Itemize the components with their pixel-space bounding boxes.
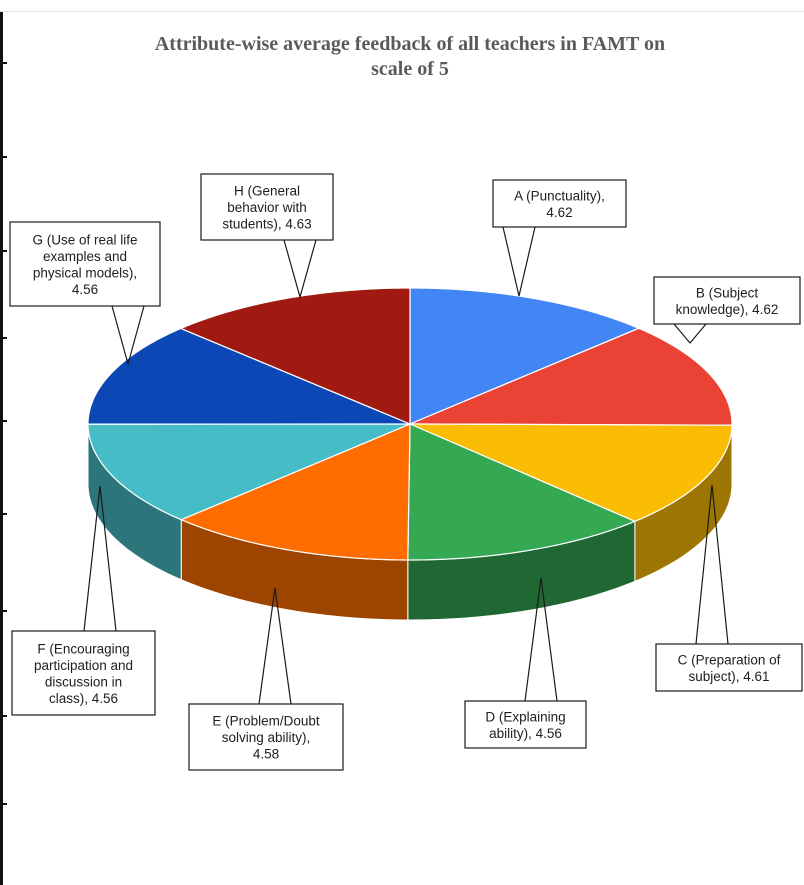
label-text: D (Explaining bbox=[485, 709, 565, 724]
chart-title-line: scale of 5 bbox=[371, 58, 449, 80]
chart-title-line: Attribute-wise average feedback of all t… bbox=[154, 33, 666, 55]
label-text: knowledge), 4.62 bbox=[676, 302, 779, 317]
label-text: H (General bbox=[234, 184, 300, 199]
data-label-f: F (Encouraging participation anddiscussio… bbox=[11, 485, 156, 716]
leader-line bbox=[83, 485, 117, 632]
slice-d bbox=[407, 423, 637, 561]
label-text: 4.62 bbox=[546, 205, 572, 220]
label-text: discussion in bbox=[45, 674, 122, 689]
label-box bbox=[200, 173, 334, 241]
label-text: 4.56 bbox=[72, 282, 98, 297]
label-text: class), 4.56 bbox=[49, 691, 118, 706]
label-text: C (Preparation of bbox=[678, 652, 781, 667]
data-labels: A (Punctuality), 4.62 B (Subject knowledge)… bbox=[9, 173, 803, 771]
label-text: A (Punctuality), bbox=[514, 188, 605, 203]
left-border bbox=[0, 12, 3, 885]
label-box bbox=[492, 179, 627, 228]
border-tick bbox=[3, 156, 7, 158]
slice-f bbox=[87, 423, 411, 521]
border-tick bbox=[3, 610, 7, 612]
slice-a bbox=[409, 287, 641, 425]
border-tick bbox=[3, 337, 7, 339]
label-box bbox=[464, 700, 587, 749]
label-box bbox=[653, 276, 801, 325]
label-text: E (Problem/Doubt bbox=[212, 714, 320, 729]
label-text: solving ability), bbox=[222, 730, 311, 745]
border-tick bbox=[3, 250, 7, 252]
label-text: 4.58 bbox=[253, 747, 279, 762]
leader-line bbox=[502, 226, 536, 297]
label-box bbox=[655, 643, 803, 692]
leader-line bbox=[673, 323, 707, 344]
label-text: behavior with bbox=[227, 200, 307, 215]
label-box bbox=[11, 630, 156, 716]
slice-h bbox=[179, 287, 411, 425]
label-text: examples and bbox=[43, 249, 127, 264]
data-label-g: G (Use of real life examples andphysical … bbox=[9, 221, 161, 367]
label-box bbox=[188, 703, 344, 771]
pie-top bbox=[87, 287, 733, 561]
label-text: B (Subject bbox=[696, 285, 759, 300]
top-divider bbox=[0, 11, 804, 12]
label-text: participation and bbox=[34, 658, 133, 673]
border-tick bbox=[3, 420, 7, 422]
border-tick bbox=[3, 803, 7, 805]
leader-line bbox=[695, 484, 729, 645]
border-tick bbox=[3, 62, 7, 64]
label-text: students), 4.63 bbox=[222, 217, 311, 232]
leader-line bbox=[258, 587, 292, 705]
chart-title: Attribute-wise average feedback of all t… bbox=[80, 32, 740, 82]
data-label-b: B (Subject knowledge), 4.62 bbox=[653, 276, 801, 344]
data-label-c: C (Preparation of subject), 4.61 bbox=[655, 484, 803, 692]
leader-line bbox=[283, 239, 317, 300]
leader-line bbox=[524, 577, 558, 702]
border-tick bbox=[3, 715, 7, 717]
label-text: F (Encouraging bbox=[37, 641, 129, 656]
data-label-d: D (Explaining ability), 4.56 bbox=[464, 577, 587, 749]
slice-b bbox=[409, 327, 733, 426]
label-text: G (Use of real life bbox=[32, 232, 137, 247]
border-tick bbox=[3, 513, 7, 515]
slice-g bbox=[87, 327, 411, 425]
slice-c bbox=[409, 423, 733, 523]
label-text: ability), 4.56 bbox=[489, 726, 562, 741]
slice-e bbox=[179, 423, 411, 561]
leader-line bbox=[111, 305, 145, 367]
label-text: physical models), bbox=[33, 265, 137, 280]
data-label-a: A (Punctuality), 4.62 bbox=[492, 179, 627, 297]
label-box bbox=[9, 221, 161, 307]
label-text: subject), 4.61 bbox=[688, 669, 769, 684]
